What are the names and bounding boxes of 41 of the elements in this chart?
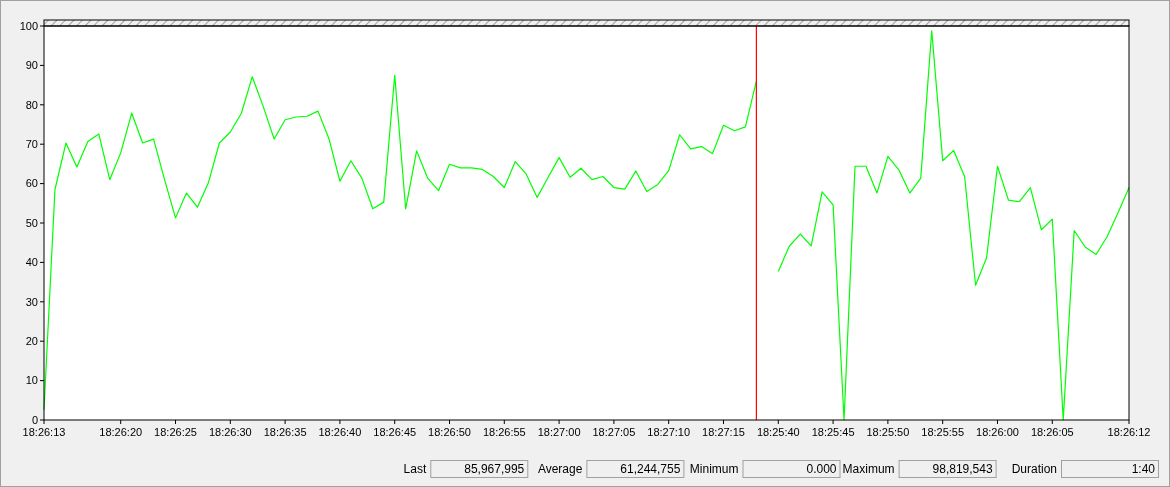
x-tick-label: 18:27:15 (702, 426, 745, 438)
x-tick-label: 18:26:12 (1107, 426, 1151, 438)
text: Minimum (689, 462, 739, 476)
y-tick-label: 100 (19, 19, 38, 32)
text: 1:40 (1131, 462, 1156, 476)
text: 0.000 (806, 462, 837, 476)
y-tick-label: 50 (25, 216, 38, 229)
text: Average (537, 462, 583, 476)
text: Last (403, 462, 427, 476)
x-tick-label: 18:26:40 (318, 426, 362, 438)
text: Maximum (842, 462, 895, 476)
x-tick-label: 18:26:45 (373, 426, 417, 438)
y-tick-label: 0 (31, 413, 38, 426)
x-tick-label: 18:27:00 (537, 426, 581, 438)
x-tick-label: 18:26:00 (976, 426, 1019, 438)
y-tick-label: 40 (25, 256, 38, 269)
y-tick-label: 30 (25, 295, 38, 308)
x-tick-label: 18:26:30 (208, 426, 252, 438)
y-tick-label: 10 (25, 374, 38, 387)
x-tick-label: 18:27:10 (647, 426, 691, 438)
x-tick-label: 18:26:05 (1030, 426, 1074, 438)
y-tick-label: 70 (25, 138, 38, 151)
x-tick-label: 18:25:55 (921, 426, 965, 438)
x-tick-label: 18:26:35 (263, 426, 307, 438)
x-tick-label: 18:26:13 (22, 426, 66, 438)
y-tick-label: 90 (25, 59, 38, 72)
y-tick-label: 20 (25, 335, 38, 348)
x-tick-label: 18:25:50 (866, 426, 910, 438)
x-tick-label: 18:25:45 (811, 426, 855, 438)
y-tick-label: 60 (25, 177, 38, 190)
text: 85,967,995 (464, 462, 525, 476)
text: 98,819,543 (932, 462, 993, 476)
x-tick-label: 18:26:20 (99, 426, 143, 438)
text: 61,244,755 (620, 462, 681, 476)
x-tick-label: 18:26:50 (428, 426, 471, 438)
x-tick-label: 18:26:55 (482, 426, 526, 438)
x-tick-label: 18:25:40 (756, 426, 800, 438)
y-tick-label: 80 (25, 98, 38, 111)
text: Duration (1011, 462, 1057, 476)
x-tick-label: 18:27:05 (592, 426, 636, 438)
x-tick-label: 18:26:25 (154, 426, 197, 438)
